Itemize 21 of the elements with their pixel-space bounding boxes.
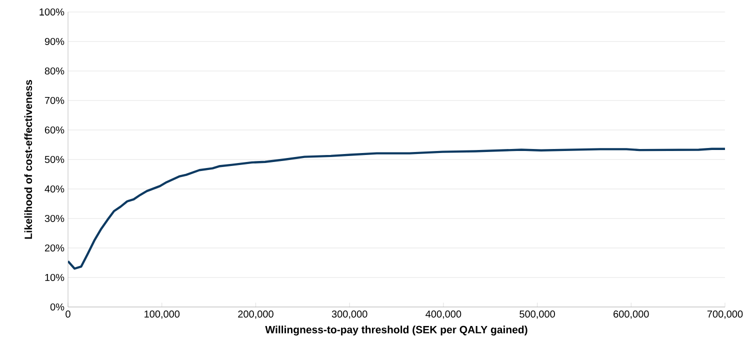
x-tick-label: 300,000	[332, 310, 368, 319]
y-tick-label: 70%	[44, 96, 64, 104]
y-tick-label: 60%	[44, 126, 64, 134]
y-tick-label: 40%	[44, 185, 64, 193]
x-tick-label: 500,000	[520, 310, 555, 319]
x-tick-label: 0	[66, 310, 70, 318]
y-tick-label: 20%	[44, 244, 64, 252]
y-tick-label: 30%	[44, 214, 64, 222]
x-tick-label: 400,000	[426, 310, 462, 319]
x-tick-label: 100,000	[144, 310, 180, 319]
y-tick-label: 50%	[44, 156, 64, 164]
x-tick-label: 200,000	[238, 310, 274, 319]
y-tick-label: 10%	[45, 274, 64, 282]
y-tick-label: 90%	[44, 38, 64, 46]
x-tick-label: 700,000	[707, 310, 743, 319]
y-axis-title: Likelihood of cost-effectiveness	[24, 80, 32, 239]
y-tick-label: 0%	[50, 303, 64, 311]
x-tick-label: 600,000	[614, 310, 649, 319]
y-tick-label: 100%	[40, 8, 64, 16]
y-tick-label: 80%	[44, 67, 64, 75]
x-axis-title: Willingness-to-pay threshold (SEK per QALY gained)	[265, 326, 528, 336]
